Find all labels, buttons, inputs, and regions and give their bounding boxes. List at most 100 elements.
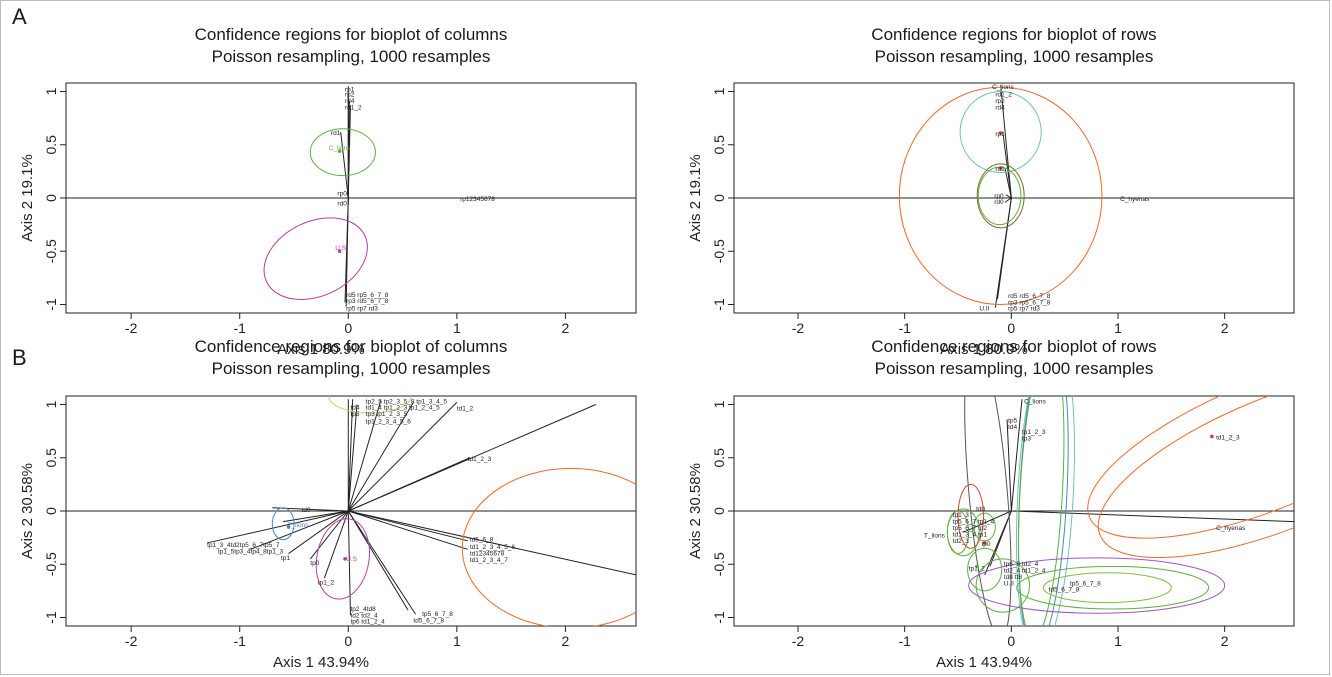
x-tick-label: 0 [1007, 320, 1015, 336]
point-label: rp0 [337, 191, 347, 198]
y-tick-label: -0.5 [711, 239, 727, 263]
biplot-ray [1010, 399, 1023, 512]
x-tick-label: -1 [233, 633, 246, 649]
chart-subtitle: Poisson resampling, 1000 resamples [212, 47, 491, 66]
chart-panel-2: Confidence regions for bioplot of column… [19, 337, 637, 671]
point-label: tp1_2 [318, 579, 335, 586]
x-axis-label: Axis 1 43.94% [936, 654, 1032, 671]
point-label: tp3 tp1_2_3_5 [366, 411, 408, 418]
biplot-ray [347, 399, 354, 512]
x-tick-label: 2 [562, 320, 570, 336]
y-tick-label: 0 [711, 507, 727, 515]
point-label: T_lions [287, 522, 309, 529]
point-label: tp1_2_3 [1022, 429, 1046, 436]
x-tick-label: -2 [792, 633, 805, 649]
point-label: rd4 [995, 104, 1005, 111]
point-label: td4 [1008, 424, 1017, 431]
confidence-ellipse [975, 558, 1030, 613]
plot-content: tp2_5 tp2_3_5_8 tp1_3_4_5 td4 td1_4 tp1_2_… [66, 396, 636, 626]
point-label: U.II [979, 306, 989, 313]
point-label: C_lions [992, 84, 1014, 91]
biplot-ray [989, 510, 1012, 567]
confidence-ellipse [1016, 565, 1210, 610]
biplot-ray [346, 192, 349, 199]
biplot-ray [347, 510, 417, 615]
x-axis-label: Axis 1 80.9% [940, 341, 1028, 358]
confidence-ellipse [1042, 572, 1172, 604]
point-label: rd5 rp5_6_7_8 [346, 292, 389, 299]
y-tick-label: -0.5 [43, 239, 59, 263]
confidence-ellipse [1018, 396, 1065, 626]
point-label: rp3 rd5_6_7_8 [346, 298, 389, 305]
confidence-ellipse [968, 557, 1226, 614]
chart-subtitle: Poisson resampling, 1000 resamples [212, 359, 491, 378]
point-label: td1_2 [457, 406, 474, 413]
biplot-ray [207, 510, 349, 544]
point-label: rp2 [995, 98, 1005, 105]
data-point [1210, 434, 1214, 439]
y-tick-label: -0.5 [711, 552, 727, 576]
biplot-ray [347, 402, 414, 512]
confidence-ellipse [263, 217, 368, 301]
y-tick-label: 1 [43, 400, 59, 408]
biplot-ray [347, 402, 458, 512]
chart-title: Confidence regions for bioplot of rows [871, 25, 1156, 44]
confidence-ellipse [898, 86, 1103, 305]
panel-label-a: A [12, 4, 27, 29]
point-label: tp2_5 tp2_3_5_8 tp1_3_4_5 [366, 398, 448, 405]
y-tick-label: 0 [43, 194, 59, 202]
point-label: U.S [346, 556, 358, 563]
x-tick-label: -2 [125, 320, 138, 336]
chart-panel-3: Confidence regions for bioplot of rows Po… [687, 337, 1295, 671]
confidence-ellipse [1097, 396, 1294, 559]
confidence-ellipse [271, 507, 295, 541]
point-label: rp1 [995, 131, 1005, 138]
point-label: rp12345678 [460, 196, 495, 203]
biplot-ray [348, 510, 468, 542]
chart-subtitle: Poisson resampling, 1000 resamples [875, 47, 1154, 66]
biplot-ray [1004, 168, 1012, 199]
data-point [982, 541, 987, 545]
confidence-ellipse [309, 128, 376, 177]
biplot-ray [340, 131, 349, 199]
point-label: tp1_5tp3_4tp4_8tp1_3 [218, 548, 283, 555]
confidence-ellipse [973, 512, 996, 542]
biplot-ray [963, 510, 1012, 533]
biplot-ray [250, 510, 349, 550]
point-label: tp5_6_7_8 [1070, 580, 1101, 587]
y-tick-label: 0 [43, 507, 59, 515]
x-tick-label: 1 [453, 320, 461, 336]
x-tick-label: 0 [344, 320, 352, 336]
y-tick-label: -1 [711, 298, 727, 311]
biplot-ray [1011, 510, 1294, 523]
biplot-ray [288, 510, 349, 554]
point-label: td2 td2_4 [350, 612, 377, 619]
x-tick-label: -2 [125, 633, 138, 649]
biplot-ray [1000, 85, 1012, 199]
x-tick-label: 0 [1007, 633, 1015, 649]
confidence-ellipse [461, 467, 636, 626]
point-label: T_lions [924, 532, 946, 539]
data-point [337, 149, 342, 153]
confidence-ellipse [1016, 396, 1075, 626]
point-label: rp5 rp7 rd3 [1008, 306, 1040, 313]
point-label: tp5 [1008, 417, 1017, 424]
confidence-ellipse [964, 396, 1012, 626]
point-label: td0 [302, 507, 311, 514]
x-tick-label: 2 [1221, 320, 1229, 336]
point-label: rp2 [345, 92, 355, 99]
x-tick-label: -1 [898, 633, 911, 649]
point-label: C_hyenas [1120, 196, 1150, 203]
point-label: rp0 [994, 193, 1004, 200]
point-label: td1_2_3_4_7 [470, 557, 508, 564]
biplot-ray [347, 510, 351, 616]
point-label: tp6 td1_2_4 [350, 619, 385, 626]
point-label: td12345678 [470, 551, 505, 558]
point-label: tp2_4td8 [350, 606, 376, 613]
point-label: rd0 [994, 199, 1004, 206]
y-tick-label: -1 [43, 298, 59, 311]
y-tick-label: -0.5 [43, 552, 59, 576]
